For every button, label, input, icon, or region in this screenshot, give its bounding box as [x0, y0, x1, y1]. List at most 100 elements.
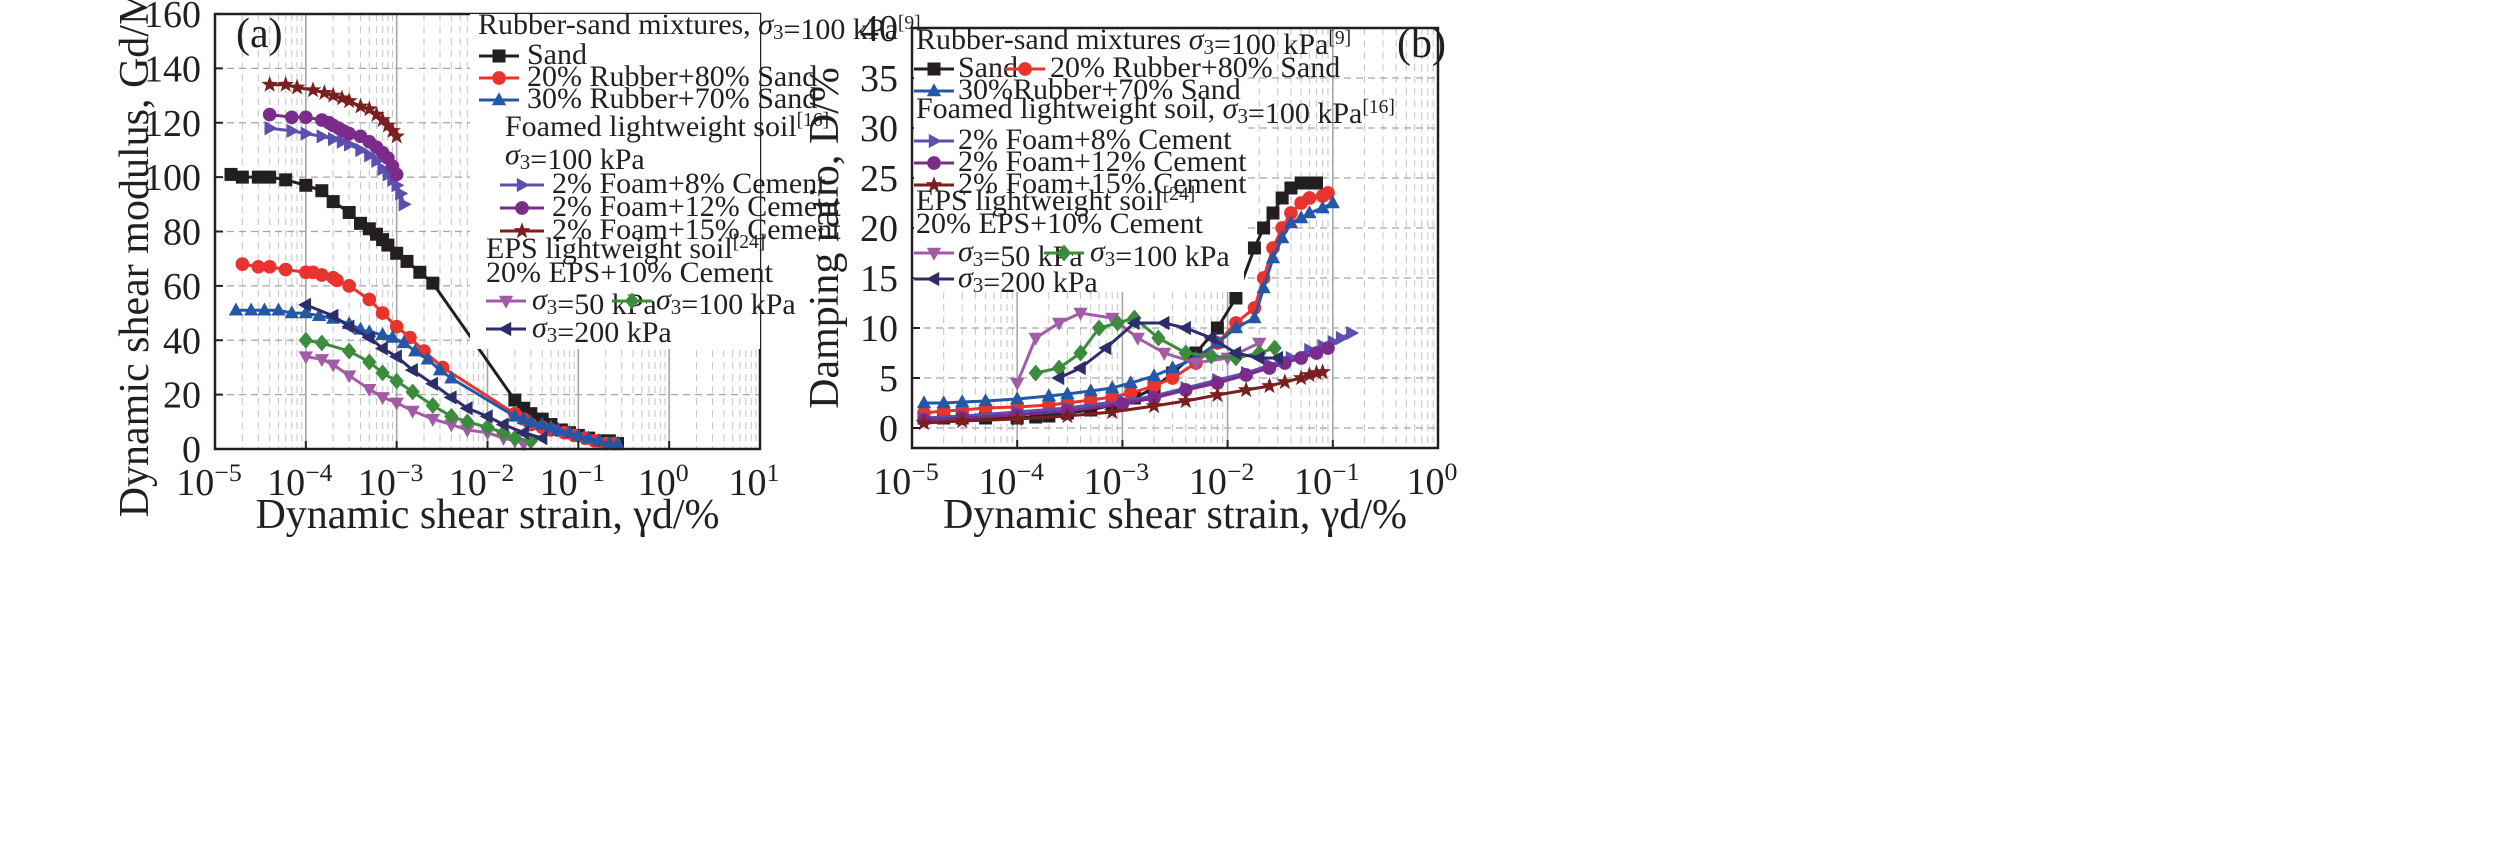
legend-label-30-rubber-70-sand: 30%Rubber+70% Sand — [958, 73, 1241, 106]
data-point-30-rubber-70-sand — [1228, 320, 1244, 334]
data-point-3-100-kpa — [298, 331, 313, 349]
y-tick-label: 20 — [163, 375, 201, 417]
data-point-3-100-kpa — [1091, 319, 1107, 337]
legend-group-title: Foamed lightweight soil[16] — [505, 110, 829, 143]
legend-group-title: Rubber-sand mixtures, σ3=100 kPa[9] — [478, 8, 921, 46]
data-point-3-50-kpa — [1028, 332, 1043, 346]
data-point-3-50-kpa — [1010, 377, 1025, 391]
data-point-2-foam-15-cement — [368, 105, 385, 122]
data-point-3-50-kpa — [1130, 332, 1145, 346]
y-tick-label: 0 — [182, 429, 201, 471]
y-tick-label: 0 — [879, 408, 898, 450]
data-point-2-foam-15-cement — [316, 84, 333, 100]
data-point-3-100-kpa — [405, 383, 420, 401]
data-point-30-rubber-70-sand — [1325, 195, 1340, 209]
data-point-2-foam-15-cement — [261, 75, 279, 92]
legend-group-title: EPS lightweight soil[24] — [916, 184, 1195, 217]
y-axis-label-a: Dynamic shear modulus, Gd/MPa — [112, 0, 158, 517]
y-tick-label: 15 — [860, 258, 898, 300]
data-point-30-rubber-70-sand — [1060, 386, 1075, 400]
legend-label-3-50-kpa: σ3=50 kPa — [532, 283, 657, 321]
data-point-3-100-kpa — [1127, 309, 1142, 327]
data-point-sand — [224, 167, 238, 181]
x-tick-label: 10−2 — [449, 458, 514, 504]
data-point-3-200-kpa — [1203, 330, 1217, 346]
data-point-sand — [251, 170, 265, 184]
legend-marker-3-50-kpa — [498, 295, 514, 309]
data-point-3-50-kpa — [298, 351, 313, 365]
data-point-3-100-kpa — [1204, 347, 1219, 365]
data-point-2-foam-15-cement — [360, 100, 378, 117]
data-point-sand — [1247, 241, 1261, 255]
panel-label-b: (b) — [1397, 21, 1446, 67]
data-point-3-50-kpa — [405, 405, 420, 419]
data-point-2-foam-12-cement — [262, 107, 277, 122]
x-tick-label: 10−4 — [267, 458, 333, 504]
data-point-2-foam-8-cement — [336, 134, 350, 149]
legend-marker-3-100-kpa — [1056, 244, 1072, 262]
data-point-3-100-kpa — [389, 372, 404, 390]
data-point-20-rubber-80-sand — [1321, 186, 1335, 200]
data-point-3-50-kpa — [314, 354, 329, 368]
data-point-30-rubber-70-sand — [1283, 215, 1299, 229]
x-tick-label: 10−1 — [1294, 457, 1359, 503]
y-tick-label: 25 — [860, 158, 898, 200]
data-point-2-foam-15-cement — [1261, 377, 1278, 394]
data-point-2-foam-8-cement — [371, 153, 385, 168]
data-point-30-rubber-70-sand — [955, 394, 970, 408]
data-point-2-foam-15-cement — [1276, 373, 1294, 390]
data-point-30-rubber-70-sand — [507, 408, 522, 422]
data-point-3-200-kpa — [1156, 315, 1170, 331]
data-point-20-rubber-80-sand — [375, 306, 390, 320]
data-point-3-50-kpa — [326, 359, 341, 373]
x-tick-label: 10−2 — [1189, 457, 1254, 503]
data-point-20-rubber-80-sand — [362, 292, 377, 307]
y-axis-label-b: Damping ratio, D/% — [802, 67, 848, 409]
y-tick-label: 140 — [144, 48, 201, 90]
x-tick-label: 10−5 — [873, 457, 938, 503]
data-point-sand — [279, 173, 293, 187]
legend-group-title: Rubber-sand mixtures σ3=100 kPa[9] — [916, 23, 1351, 61]
data-point-2-foam-8-cement — [398, 197, 412, 212]
data-point-2-foam-15-cement — [915, 414, 933, 431]
data-point-sand — [1310, 176, 1324, 190]
data-point-3-50-kpa — [425, 413, 440, 427]
data-point-2-foam-12-cement — [284, 110, 299, 125]
data-point-2-foam-8-cement — [343, 137, 357, 152]
data-point-2-foam-8-cement — [1335, 330, 1349, 346]
data-point-sand — [390, 246, 404, 260]
data-point-2-foam-8-cement — [316, 129, 330, 144]
data-point-3-50-kpa — [1188, 357, 1204, 371]
data-point-30-rubber-70-sand — [444, 370, 459, 384]
data-point-2-foam-15-cement — [379, 116, 397, 133]
x-tick-label: 101 — [729, 458, 780, 504]
data-point-3-50-kpa — [444, 419, 459, 433]
data-point-30-rubber-70-sand — [1315, 200, 1330, 214]
legend-label-2-foam-15-cement: 2% Foam+15% Cement — [958, 167, 1247, 200]
data-point-30-rubber-70-sand — [535, 416, 550, 430]
data-point-sand — [299, 178, 313, 192]
data-point-3-200-kpa — [1228, 345, 1242, 361]
data-point-3-200-kpa — [1251, 350, 1265, 366]
x-axis-label-b: Dynamic shear strain, γd/% — [943, 492, 1407, 538]
data-point-2-foam-15-cement — [1103, 403, 1121, 420]
data-point-30-rubber-70-sand — [1105, 380, 1120, 394]
data-point-sand — [1229, 291, 1243, 305]
legend-label-2-foam-12-cement: 2% Foam+12% Cement — [552, 190, 841, 223]
data-point-3-50-kpa — [1252, 337, 1267, 351]
legend-group-title: EPS lightweight soil[24] — [486, 232, 765, 265]
series-line-3-200-kpa — [1058, 321, 1278, 380]
data-point-2-foam-15-cement — [1308, 364, 1325, 381]
legend-background — [914, 30, 1244, 292]
data-point-30-rubber-70-sand — [916, 395, 932, 409]
y-tick-label: 80 — [163, 212, 201, 254]
data-point-3-100-kpa — [507, 429, 522, 447]
data-point-sand — [400, 254, 414, 268]
data-point-3-100-kpa — [1073, 344, 1088, 362]
legend-marker-3-100-kpa — [624, 292, 640, 310]
data-point-3-100-kpa — [460, 413, 475, 431]
data-point-3-200-kpa — [479, 409, 493, 424]
data-point-2-foam-15-cement — [352, 97, 369, 114]
data-point-3-200-kpa — [404, 363, 418, 378]
data-point-2-foam-12-cement — [1262, 361, 1277, 375]
